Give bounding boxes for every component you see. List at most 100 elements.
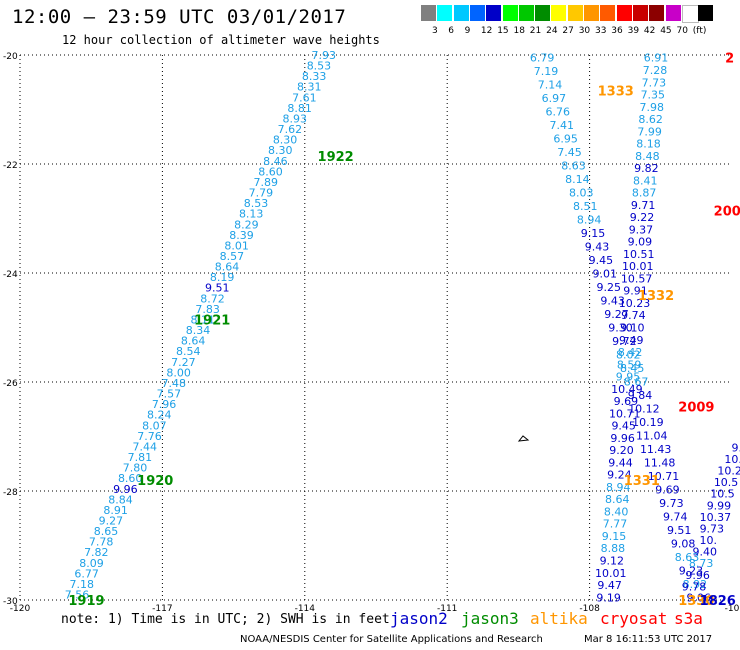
wave-value-t0-38: 7.81 xyxy=(128,451,153,464)
legend-label-11: 36 xyxy=(611,26,623,36)
wave-value-t0-47: 7.82 xyxy=(84,546,109,559)
wave-value-t1-20: 9.30 xyxy=(608,322,633,335)
wave-value-t0-15: 8.13 xyxy=(239,208,264,221)
wave-value-t1-24: 8.67 xyxy=(624,375,649,388)
wave-value-t0-8: 8.30 xyxy=(273,134,298,147)
wave-value-t1-38: 9.23 xyxy=(679,564,704,577)
wave-value-t1-12: 8.94 xyxy=(577,214,602,227)
map-title: 12:00 – 23:59 UTC 03/01/2017 xyxy=(12,6,347,28)
wave-value-t2-31: 9.96 xyxy=(610,432,635,445)
lat-label-4: -28 xyxy=(3,488,18,498)
wave-value-t2-21: 9.74 xyxy=(621,309,646,322)
wave-value-t2-5: 8.62 xyxy=(638,113,663,126)
wave-value-t2-24: 8.42 xyxy=(618,346,643,359)
wave-value-t0-34: 8.24 xyxy=(147,409,172,422)
wave-value-t2-20: 10.23 xyxy=(619,297,651,310)
legend-swatch-11 xyxy=(600,5,616,21)
wave-value-t3-2: 10.2 xyxy=(717,465,740,478)
legend-swatch-7 xyxy=(535,5,551,21)
lon-label-4: -108 xyxy=(579,604,600,614)
wave-value-t3-1: 10. xyxy=(724,453,740,466)
credit-line: NOAA/NESDIS Center for Satellite Applica… xyxy=(240,634,543,645)
wave-value-t3-0: 9. xyxy=(731,441,740,454)
wave-value-t2-39: 9.15 xyxy=(602,530,627,543)
wave-value-t2-43: 9.47 xyxy=(597,579,622,592)
wave-value-t0-13: 7.79 xyxy=(249,187,274,200)
wave-value-t0-18: 8.01 xyxy=(224,239,249,252)
wave-value-t0-45: 8.65 xyxy=(94,525,119,538)
wave-value-t2-17: 10.01 xyxy=(622,260,654,273)
wave-value-t0-7: 7.62 xyxy=(278,123,303,136)
wave-value-t0-22: 9.51 xyxy=(205,282,230,295)
legend-swatch-3 xyxy=(469,5,485,21)
pass-label-4: 1333 xyxy=(598,84,634,99)
wave-value-t2-28: 9.69 xyxy=(614,395,639,408)
wave-value-t2-15: 9.09 xyxy=(628,236,653,249)
lat-label-2: -24 xyxy=(3,270,18,280)
wave-value-t0-33: 7.96 xyxy=(152,398,177,411)
wave-value-t2-34: 9.24 xyxy=(607,469,632,482)
legend-label-1: 6 xyxy=(448,26,455,36)
wave-value-t1-26: 10.12 xyxy=(628,402,660,415)
wave-value-t1-8: 8.63 xyxy=(561,160,586,173)
legend-swatch-5 xyxy=(502,5,518,21)
lon-label-2: -114 xyxy=(295,604,316,614)
wave-value-t0-40: 8.60 xyxy=(118,472,143,485)
legend-label-13: 42 xyxy=(643,26,656,36)
lat-label-1: -22 xyxy=(3,161,18,171)
pass-label-5: 1332 xyxy=(638,289,674,304)
lat-label-0: -20 xyxy=(3,52,18,62)
wave-value-t0-28: 8.54 xyxy=(176,345,201,358)
wave-value-t0-11: 8.60 xyxy=(258,165,283,178)
wave-value-t0-6: 8.93 xyxy=(282,112,307,125)
map-subtitle: 12 hour collection of altimeter wave hei… xyxy=(62,33,380,47)
wave-value-t2-6: 7.99 xyxy=(637,125,662,138)
legend-jason3: jason3 xyxy=(461,609,519,628)
lon-label-5: -10 xyxy=(725,604,740,614)
lon-label-3: -111 xyxy=(437,604,457,614)
legend-label-3: 12 xyxy=(480,26,493,36)
wave-value-t1-5: 7.41 xyxy=(549,119,574,132)
timestamp: Mar 8 16:11:53 UTC 2017 xyxy=(584,634,713,645)
wave-value-t0-32: 7.57 xyxy=(157,388,182,401)
wave-value-t0-1: 8.53 xyxy=(307,60,332,73)
wave-value-t2-26: 9.95 xyxy=(616,371,641,384)
wave-value-t1-34: 9.74 xyxy=(663,510,688,523)
legend-label-4: 15 xyxy=(497,26,509,36)
wave-value-t1-22: 8.02 xyxy=(616,348,641,361)
wave-value-t1-36: 9.08 xyxy=(671,537,696,550)
wave-value-t0-9: 8.30 xyxy=(268,144,293,157)
wave-value-t1-15: 9.45 xyxy=(589,254,614,267)
wave-value-t0-25: 8.11 xyxy=(191,313,216,326)
legend-swatch-17 xyxy=(698,5,714,21)
legend-label-16: (ft) xyxy=(692,26,707,36)
wave-value-t2-3: 7.35 xyxy=(641,89,666,102)
legend-swatch-10 xyxy=(584,5,599,21)
wave-value-t0-35: 8.07 xyxy=(142,419,167,432)
wave-value-t0-44: 9.27 xyxy=(99,514,124,527)
wave-value-t0-26: 8.34 xyxy=(186,324,211,337)
legend-label-5: 18 xyxy=(513,26,525,36)
wave-value-t1-39: 8.92 xyxy=(683,578,708,591)
wave-value-t1-13: 9.15 xyxy=(581,227,606,240)
wave-value-t0-36: 7.76 xyxy=(137,430,162,443)
wave-value-t1-31: 10.71 xyxy=(648,470,680,483)
legend-label-10: 33 xyxy=(595,26,607,36)
wave-value-t2-27: 10.49 xyxy=(611,383,643,396)
wave-value-t2-38: 7.77 xyxy=(603,518,628,531)
wave-value-t0-19: 8.57 xyxy=(220,250,245,263)
pass-label-0: 1922 xyxy=(318,150,354,165)
pass-label-7: 1330 xyxy=(678,594,714,609)
wave-value-t2-14: 9.37 xyxy=(629,223,654,236)
wave-value-t0-39: 7.80 xyxy=(123,462,148,475)
wave-value-t2-30: 9.45 xyxy=(611,420,636,433)
wave-value-t1-18: 9.43 xyxy=(600,295,625,308)
wave-value-t1-19: 9.27 xyxy=(604,308,629,321)
wave-value-t2-8: 8.48 xyxy=(635,150,660,163)
wave-value-t2-1: 7.28 xyxy=(643,64,668,77)
wave-value-t1-11: 8.51 xyxy=(573,200,598,213)
wave-value-t1-6: 6.95 xyxy=(553,133,578,146)
wave-value-t0-21: 8.19 xyxy=(210,271,235,284)
legend-label-12: 39 xyxy=(627,26,640,36)
pass-label-8: 2 xyxy=(725,52,734,67)
